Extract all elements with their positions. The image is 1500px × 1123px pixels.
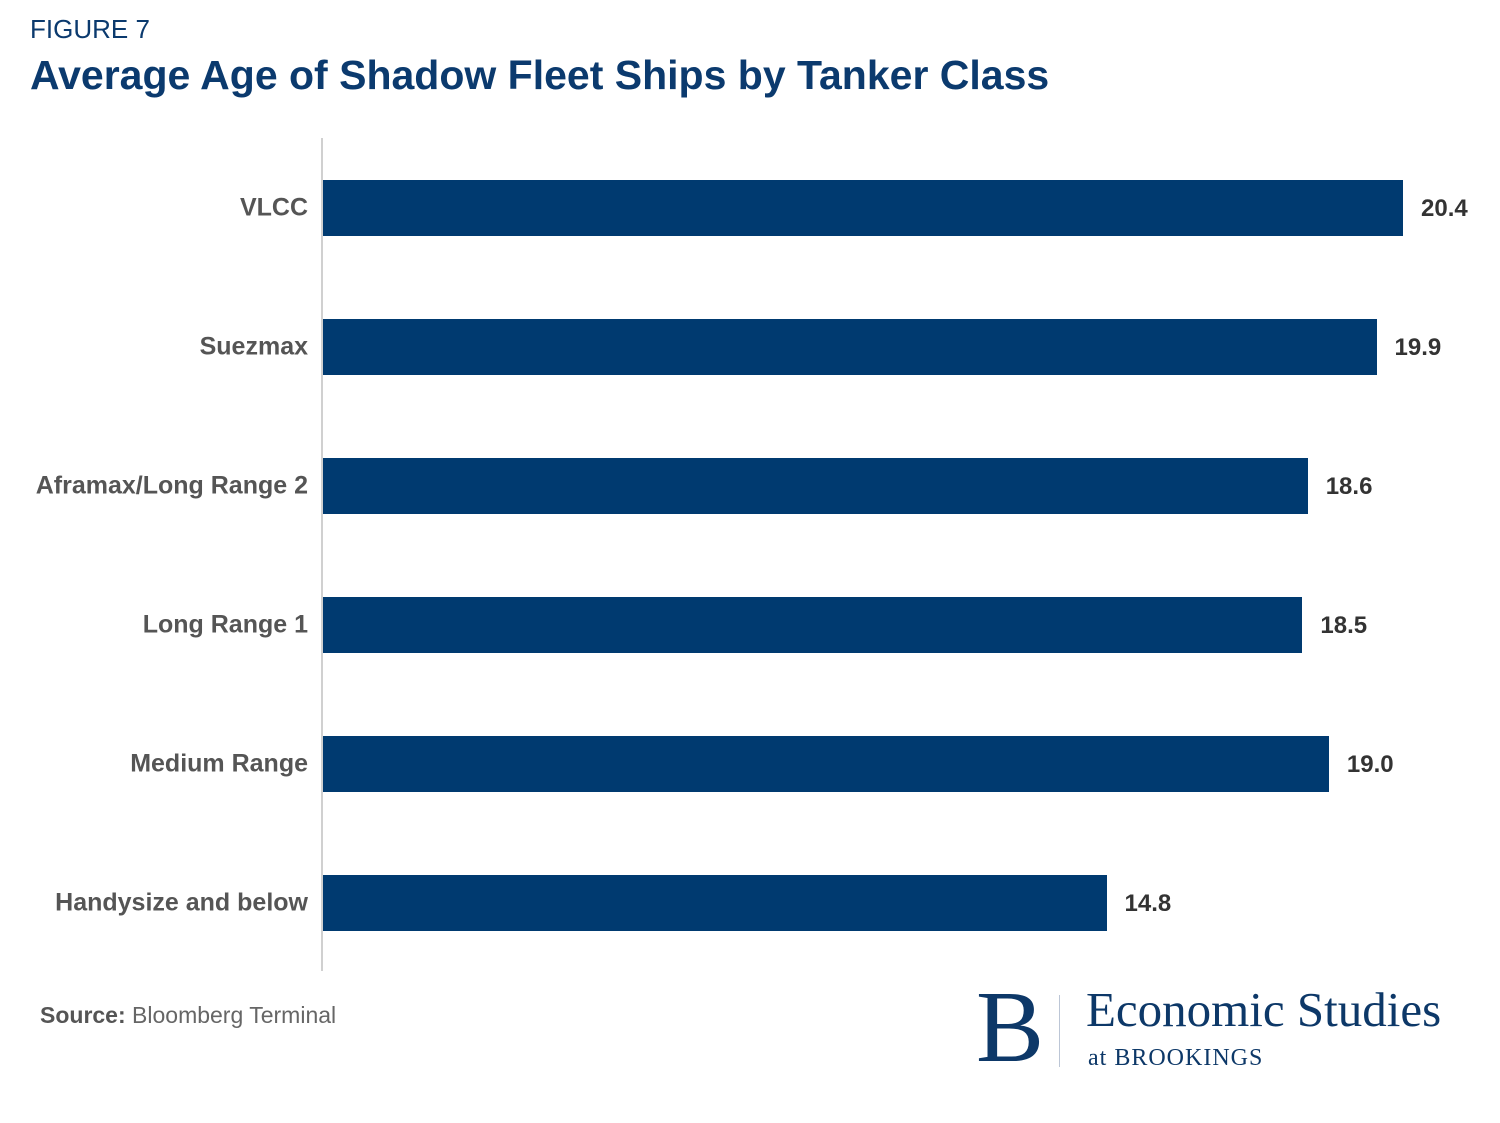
logo-name: Economic Studies (1086, 982, 1442, 1037)
value-label: 20.4 (1421, 195, 1468, 222)
category-label: Handysize and below (55, 888, 308, 917)
bar (323, 875, 1107, 931)
value-label: 14.8 (1124, 890, 1172, 917)
logo-letter: B (976, 971, 1045, 1084)
category-label: Aframax/Long Range 2 (35, 471, 308, 500)
logo-divider (1059, 995, 1060, 1067)
bar (323, 597, 1303, 653)
bar (323, 458, 1308, 514)
category-label: VLCC (239, 193, 308, 222)
value-label: 18.5 (1320, 612, 1368, 639)
category-label: Medium Range (130, 749, 308, 778)
logo-sub: at BROOKINGS (1088, 1045, 1264, 1071)
y-axis-line (321, 138, 323, 971)
category-label: Suezmax (199, 332, 308, 361)
bar (323, 736, 1329, 792)
value-label: 19.0 (1346, 751, 1394, 778)
source-note: Source: Bloomberg Terminal (40, 1002, 336, 1029)
value-label: 18.6 (1325, 473, 1373, 500)
figure-label: FIGURE 7 (30, 14, 150, 44)
bar (323, 319, 1377, 375)
value-label: 19.9 (1394, 334, 1442, 361)
source-label: Source: (40, 1002, 126, 1028)
source-text: Bloomberg Terminal (132, 1002, 337, 1028)
chart-title: Average Age of Shadow Fleet Ships by Tan… (30, 52, 1050, 98)
category-label: Long Range 1 (142, 610, 308, 639)
bar (323, 180, 1403, 236)
